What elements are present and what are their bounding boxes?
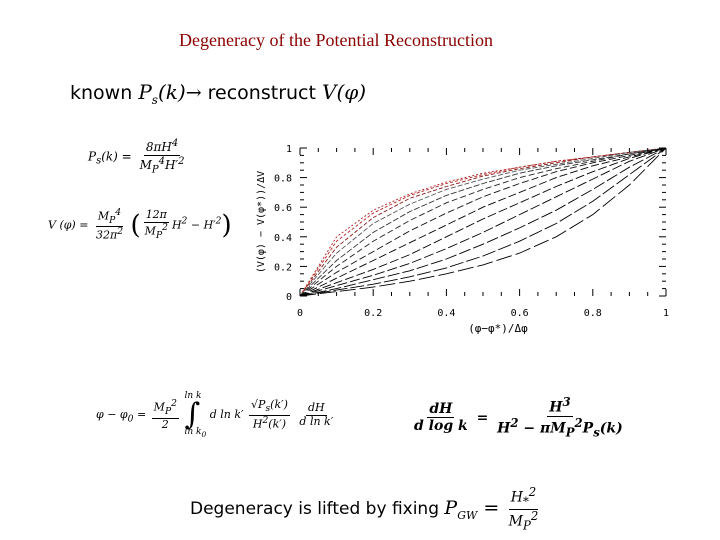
y-tick-label: 0.8 bbox=[274, 174, 292, 185]
equation-phi: φ − φ0 = MP2 2 ln k ∫ ln k0 d ln k′ √Ps(… bbox=[96, 391, 334, 439]
reconstruct-word: reconstruct bbox=[207, 82, 316, 104]
y-tick-label: 0.6 bbox=[274, 203, 292, 214]
series-line-0 bbox=[299, 147, 667, 297]
chart-ylabel: (V(φ) − V(φ*))/ΔV bbox=[256, 171, 267, 273]
series-line-4 bbox=[299, 147, 667, 297]
y-tick-label: 1 bbox=[286, 144, 292, 155]
x-tick-label: 0 bbox=[297, 308, 303, 319]
y-tick-label: 0 bbox=[286, 292, 292, 303]
series-line-3 bbox=[299, 147, 667, 297]
x-tick-label: 1 bbox=[663, 308, 669, 319]
series-line-6 bbox=[299, 147, 667, 297]
known-word: known bbox=[70, 82, 133, 104]
chart-curves bbox=[299, 147, 667, 297]
equation-dh: dH d log k = H3 H2 − πMP2Ps(k) bbox=[414, 395, 623, 440]
v-phi-symbol: V(φ) bbox=[322, 80, 367, 104]
known-reconstruct-line: known Ps(k)→ reconstruct V(φ) bbox=[70, 80, 367, 107]
series-line-5 bbox=[299, 147, 667, 297]
series-line-8 bbox=[299, 147, 667, 297]
series-line-2 bbox=[299, 147, 667, 297]
equation-ps: Ps(k) = 8πH4 MP4H′2 bbox=[88, 138, 185, 176]
degeneracy-statement: Degeneracy is lifted by fixing PGW = H*2… bbox=[190, 485, 539, 533]
series-line-9 bbox=[299, 147, 667, 297]
series-line-11 bbox=[299, 147, 667, 297]
chart-xlabel: (φ−φ*)/Δφ bbox=[468, 322, 528, 335]
ps-symbol: P bbox=[138, 80, 152, 104]
equation-v: V (φ) = MP4 32π2 ( 12π MP2 H2 − H′2) bbox=[48, 207, 232, 243]
potential-chart: 0 0.2 0.4 0.6 0.8 1 0 0.2 0.4 0.6 0.8 1 (φ−φ*)/Δφ (… bbox=[256, 144, 669, 335]
y-tick-label: 0.2 bbox=[274, 262, 292, 273]
x-tick-label: 0.8 bbox=[584, 308, 602, 319]
series-line-1 bbox=[299, 147, 667, 297]
series-line-7 bbox=[299, 147, 667, 297]
chart-tick-labels: 0 0.2 0.4 0.6 0.8 1 0 0.2 0.4 0.6 0.8 1 bbox=[274, 144, 669, 319]
slide-title: Degeneracy of the Potential Reconstructi… bbox=[179, 30, 493, 50]
chart-ticks bbox=[299, 147, 667, 297]
y-tick-label: 0.4 bbox=[274, 233, 292, 244]
x-tick-label: 0.6 bbox=[511, 308, 529, 319]
x-tick-label: 0.2 bbox=[364, 308, 382, 319]
series-line-10 bbox=[299, 147, 667, 297]
series-line-12 bbox=[299, 147, 667, 297]
x-tick-label: 0.4 bbox=[437, 308, 455, 319]
arrow-symbol: → bbox=[185, 82, 202, 104]
